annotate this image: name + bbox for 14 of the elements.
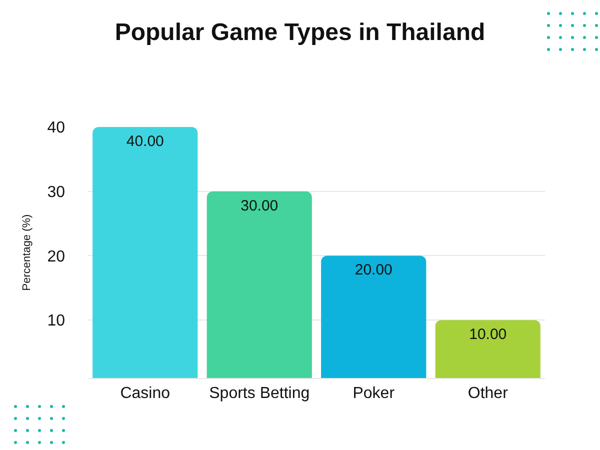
y-tick-label: 10 — [47, 312, 66, 330]
x-tick-label: Sports Betting — [209, 385, 310, 402]
y-tick-label: 30 — [47, 184, 66, 201]
x-tick-label: Poker — [352, 385, 396, 402]
y-tick-label: 20 — [47, 248, 66, 266]
data-label: 30.00 — [240, 197, 278, 214]
x-tick-label: Other — [468, 385, 509, 402]
data-label: 10.00 — [469, 326, 507, 344]
y-tick-label: 40 — [47, 120, 66, 137]
data-label: 20.00 — [354, 262, 392, 279]
data-label: 40.00 — [126, 133, 164, 150]
y-axis-title: Percentage (%) — [20, 214, 33, 291]
chart-title: Popular Game Types in Thailand — [114, 18, 486, 46]
x-tick-label: Casino — [120, 385, 170, 402]
